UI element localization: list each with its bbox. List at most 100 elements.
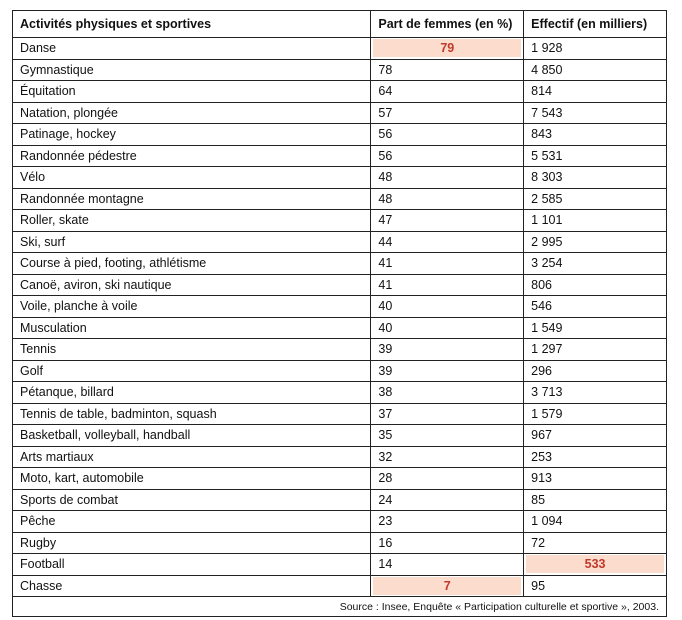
table-cell: 79 xyxy=(370,37,525,60)
table-cell: 7 543 xyxy=(523,101,667,124)
table-cell: Pêche xyxy=(11,510,372,533)
table-cell: 56 xyxy=(370,123,525,146)
table-cell: 14 xyxy=(370,553,525,576)
table-row: Sports de combat 24 85 xyxy=(11,488,667,511)
table-cell: 35 xyxy=(370,424,525,447)
table-cell: 253 xyxy=(523,445,667,468)
table-cell: 85 xyxy=(523,488,667,511)
table-cell: Randonnée pédestre xyxy=(11,144,372,167)
table-cell: 39 xyxy=(370,359,525,382)
data-table: Activités physiques et sportives Part de … xyxy=(11,10,667,617)
table-cell: Chasse xyxy=(11,574,372,597)
table-row: Randonnée montagne 48 2 585 xyxy=(11,187,667,210)
table-row: Tennis de table, badminton, squash 37 1 57… xyxy=(11,402,667,425)
table-cell: 37 xyxy=(370,402,525,425)
table-cell: Pétanque, billard xyxy=(11,381,372,404)
table-cell: Natation, plongée xyxy=(11,101,372,124)
table-cell: 967 xyxy=(523,424,667,447)
table-cell: 57 xyxy=(370,101,525,124)
table-cell: 28 xyxy=(370,467,525,490)
table-row: Danse 79 1 928 xyxy=(11,37,667,60)
table-cell: Vélo xyxy=(11,166,372,189)
table-row: Arts martiaux 32 253 xyxy=(11,445,667,468)
table-cell: 48 xyxy=(370,187,525,210)
table-cell: 56 xyxy=(370,144,525,167)
table-cell: Sports de combat xyxy=(11,488,372,511)
table-cell: 3 254 xyxy=(523,252,667,275)
table-cell: 1 928 xyxy=(523,37,667,60)
table-row: Gymnastique 78 4 850 xyxy=(11,58,667,81)
table-cell: Randonnée montagne xyxy=(11,187,372,210)
table-cell: 40 xyxy=(370,316,525,339)
table-body: Danse 79 1 928 Gymnastique 78 4 850 Équitation… xyxy=(11,37,667,597)
table-cell: Musculation xyxy=(11,316,372,339)
table-cell: 2 585 xyxy=(523,187,667,210)
table-cell: Moto, kart, automobile xyxy=(11,467,372,490)
table-row: Moto, kart, automobile 28 913 xyxy=(11,467,667,490)
table-cell: 24 xyxy=(370,488,525,511)
table-row: Course à pied, footing, athlétisme 41 3 25… xyxy=(11,252,667,275)
highlighted-value: 79 xyxy=(373,39,522,58)
table-row: Pêche 23 1 094 xyxy=(11,510,667,533)
table-row: Football 14 533 xyxy=(11,553,667,576)
table-cell: 64 xyxy=(370,80,525,103)
table-cell: 1 579 xyxy=(523,402,667,425)
table-cell: Arts martiaux xyxy=(11,445,372,468)
table-cell: 1 297 xyxy=(523,338,667,361)
table-cell: 72 xyxy=(523,531,667,554)
table-row: Roller, skate 47 1 101 xyxy=(11,209,667,232)
table-row: Patinage, hockey 56 843 xyxy=(11,123,667,146)
table-cell: 546 xyxy=(523,295,667,318)
table-cell: 1 549 xyxy=(523,316,667,339)
table-cell: 41 xyxy=(370,252,525,275)
table-cell: 41 xyxy=(370,273,525,296)
source: Source : Insee, Enquête « Participation … xyxy=(12,596,667,617)
table-row: Tennis 39 1 297 xyxy=(11,338,667,361)
table-cell: 8 303 xyxy=(523,166,667,189)
table-cell: Tennis xyxy=(11,338,372,361)
table-cell: 40 xyxy=(370,295,525,318)
table-row: Natation, plongée 57 7 543 xyxy=(11,101,667,124)
table-cell: 23 xyxy=(370,510,525,533)
table-cell: Roller, skate xyxy=(11,209,372,232)
header-row: Activités physiques et sportives Part de … xyxy=(11,10,667,38)
table-row: Chasse 7 95 xyxy=(11,574,667,597)
table-cell: 1 101 xyxy=(523,209,667,232)
table-row: Rugby 16 72 xyxy=(11,531,667,554)
table-row: Ski, surf 44 2 995 xyxy=(11,230,667,253)
table-cell: 913 xyxy=(523,467,667,490)
header-cell: Part de femmes (en %) xyxy=(370,10,525,38)
source-row: Source : Insee, Enquête « Participation … xyxy=(12,596,667,617)
table-cell: Équitation xyxy=(11,80,372,103)
table-cell: Gymnastique xyxy=(11,58,372,81)
table-cell: Football xyxy=(11,553,372,576)
table-row: Vélo 48 8 303 xyxy=(11,166,667,189)
highlighted-value: 533 xyxy=(526,555,664,574)
header-cell: Effectif (en milliers) xyxy=(523,10,667,38)
table-cell: 78 xyxy=(370,58,525,81)
table-row: Musculation 40 1 549 xyxy=(11,316,667,339)
table-row: Basketball, volleyball, handball 35 967 xyxy=(11,424,667,447)
table-cell: Tennis de table, badminton, squash xyxy=(11,402,372,425)
table-cell: 533 xyxy=(523,553,667,576)
table-cell: 7 xyxy=(370,574,525,597)
table-cell: 4 850 xyxy=(523,58,667,81)
table-cell: 39 xyxy=(370,338,525,361)
table-cell: 3 713 xyxy=(523,381,667,404)
table-cell: 95 xyxy=(523,574,667,597)
table-cell: 5 531 xyxy=(523,144,667,167)
table-cell: Voile, planche à voile xyxy=(11,295,372,318)
table-cell: 32 xyxy=(370,445,525,468)
table-cell: Canoë, aviron, ski nautique xyxy=(11,273,372,296)
table-row: Golf 39 296 xyxy=(11,359,667,382)
table-row: Pétanque, billard 38 3 713 xyxy=(11,381,667,404)
table-cell: 48 xyxy=(370,166,525,189)
table-cell: 814 xyxy=(523,80,667,103)
table-cell: 38 xyxy=(370,381,525,404)
table-row: Canoë, aviron, ski nautique 41 806 xyxy=(11,273,667,296)
table-cell: 2 995 xyxy=(523,230,667,253)
table-row: Équitation 64 814 xyxy=(11,80,667,103)
table-cell: 1 094 xyxy=(523,510,667,533)
table-cell: Rugby xyxy=(11,531,372,554)
